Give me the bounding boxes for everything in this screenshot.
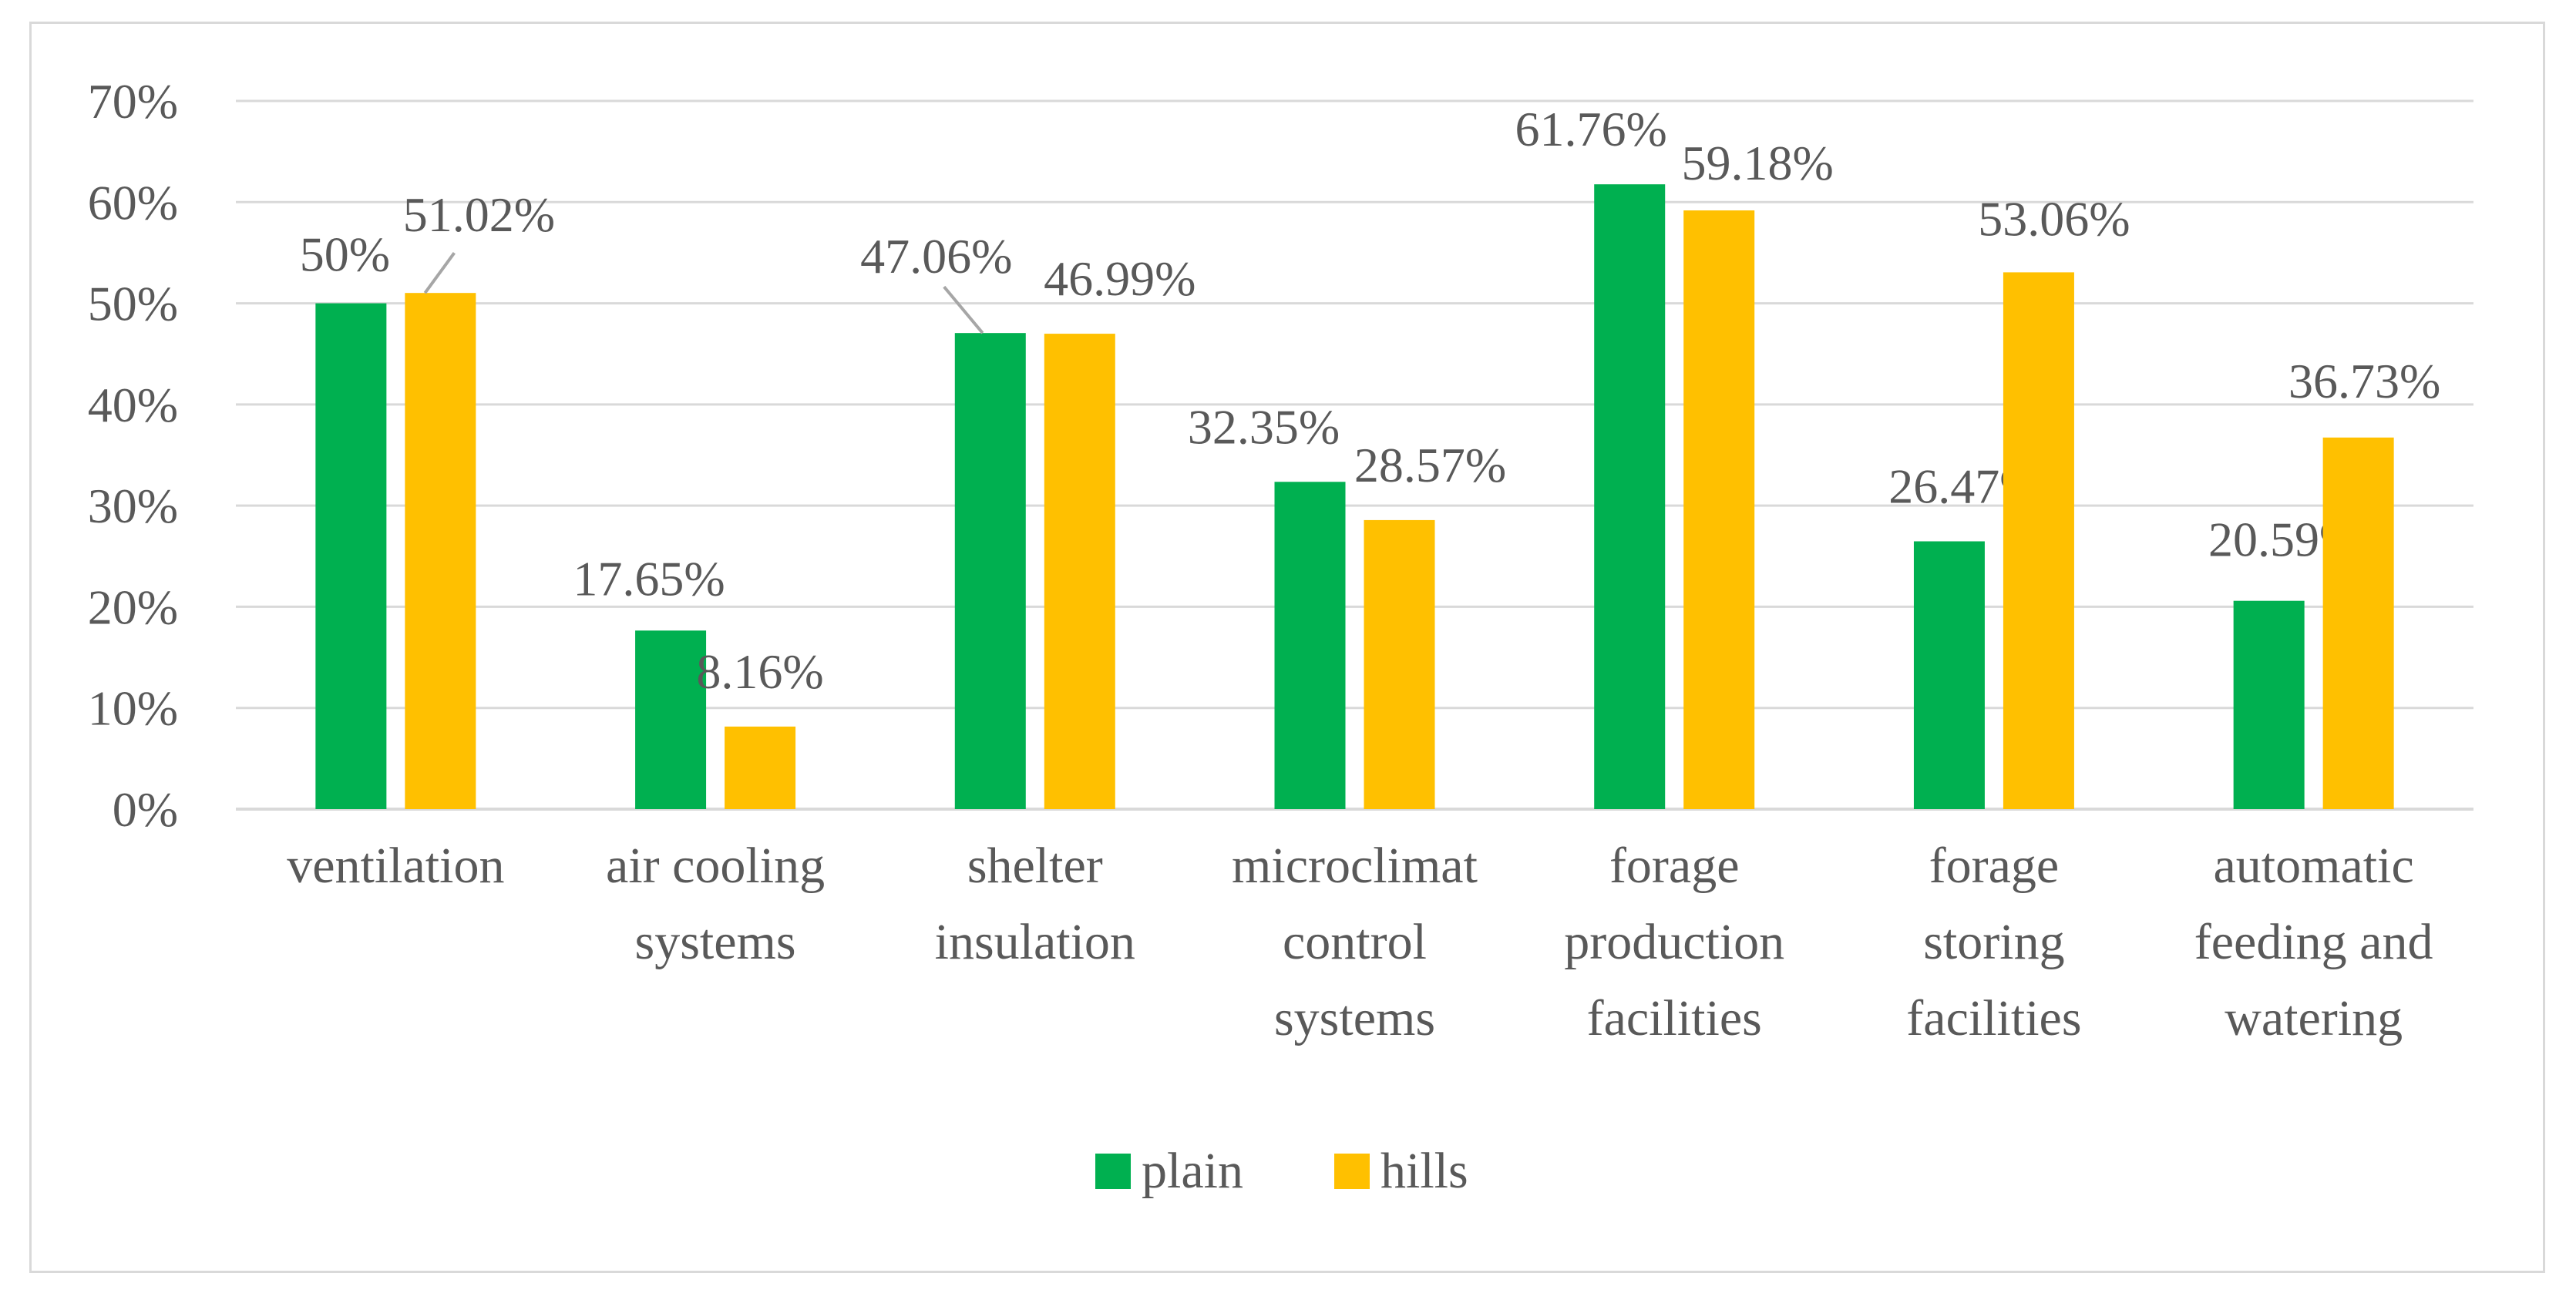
data-label-hills: 53.06% xyxy=(1978,191,2130,246)
bar-plain xyxy=(954,333,1026,809)
bar-plain xyxy=(635,630,707,809)
bar-hills xyxy=(1044,334,1115,809)
bar-chart: 0% 10% 20% 30% 40% 50% 60% 70% 50% 17.65% 47.06% 32… xyxy=(88,74,2473,1199)
legend-label-hills: hills xyxy=(1380,1143,1468,1199)
bar-plain xyxy=(315,303,387,810)
x-tick-label: microclimat xyxy=(1232,838,1478,894)
bar-hills xyxy=(1683,210,1755,809)
x-tick-label: storing xyxy=(1923,914,2064,970)
y-tick-label: 70% xyxy=(88,74,178,129)
data-label-plain: 61.76% xyxy=(1515,102,1667,156)
x-tick-label: control xyxy=(1283,914,1427,970)
x-tick-label: facilities xyxy=(1906,990,2081,1046)
data-label-hills: 28.57% xyxy=(1354,438,1506,492)
bar-plain xyxy=(1594,184,1666,809)
x-tick-label: forage xyxy=(1609,838,1740,894)
x-tick-label: systems xyxy=(635,914,796,970)
x-tick-label: production xyxy=(1564,914,1784,970)
bar-hills xyxy=(725,726,796,809)
leader-line xyxy=(423,252,456,294)
x-tick-label: watering xyxy=(2225,990,2403,1046)
x-tick-label: air cooling xyxy=(606,838,825,894)
x-tick-label: forage xyxy=(1929,838,2060,894)
x-tick-label: insulation xyxy=(935,914,1135,970)
x-tick-label: facilities xyxy=(1587,990,1762,1046)
data-label-hills: 51.02% xyxy=(403,187,555,242)
y-tick-label: 0% xyxy=(113,782,178,837)
bar-hills xyxy=(2322,437,2394,809)
data-label-hills: 8.16% xyxy=(696,644,823,699)
bar-hills xyxy=(405,293,476,809)
y-tick-label: 20% xyxy=(88,579,178,634)
bar-plain xyxy=(1913,541,1985,809)
data-label-plain: 32.35% xyxy=(1188,399,1340,454)
data-label-hills: 36.73% xyxy=(2288,354,2440,408)
x-tick-label: automatic xyxy=(2214,838,2414,894)
y-tick-label: 30% xyxy=(88,479,178,533)
data-label-plain: 47.06% xyxy=(860,229,1012,284)
x-tick-label: shelter xyxy=(967,838,1103,894)
bar-plain xyxy=(1274,482,1346,809)
y-tick-label: 50% xyxy=(88,277,178,331)
x-tick-label: feeding and xyxy=(2194,914,2433,970)
x-tick-label: ventilation xyxy=(287,838,504,894)
data-label-hills: 46.99% xyxy=(1044,251,1196,306)
legend-swatch-hills xyxy=(1334,1154,1370,1189)
data-label-plain: 17.65% xyxy=(573,551,725,606)
bar-hills xyxy=(1364,519,1435,809)
data-label-plain: 50% xyxy=(300,227,390,282)
leader-line xyxy=(943,285,984,334)
y-tick-label: 10% xyxy=(88,681,178,736)
chart-frame: 0% 10% 20% 30% 40% 50% 60% 70% 50% 17.65% 47.06% 32… xyxy=(29,22,2545,1273)
data-label-hills: 59.18% xyxy=(1682,136,1834,190)
y-tick-label: 40% xyxy=(88,378,178,432)
bar-hills xyxy=(2003,272,2074,809)
bar-plain xyxy=(2233,600,2305,809)
y-tick-label: 60% xyxy=(88,175,178,230)
legend-swatch-plain xyxy=(1095,1154,1131,1189)
legend-label-plain: plain xyxy=(1142,1143,1243,1199)
x-tick-label: systems xyxy=(1274,990,1435,1046)
